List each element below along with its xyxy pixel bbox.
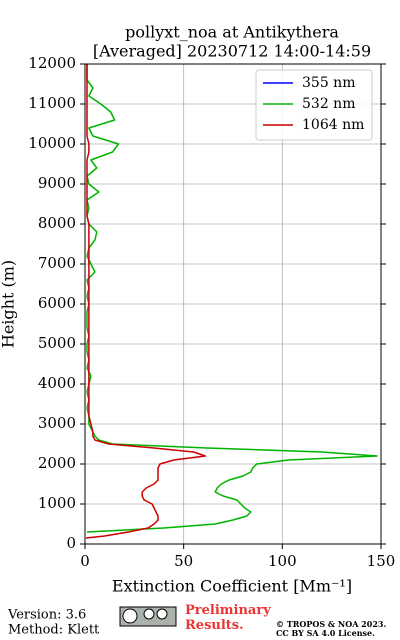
copyright-text: © TROPOS & NOA 2023. bbox=[276, 619, 386, 629]
cc-icon bbox=[119, 606, 177, 627]
y-tick-label: 6000 bbox=[38, 294, 76, 312]
y-tick-label: 10000 bbox=[28, 134, 76, 152]
y-tick-label: 8000 bbox=[38, 214, 76, 232]
y-tick-label: 4000 bbox=[38, 374, 76, 392]
y-tick-label: 12000 bbox=[28, 54, 76, 72]
y-tick-label: 3000 bbox=[38, 414, 76, 432]
method-text: Method: Klett bbox=[8, 623, 100, 638]
chart-title: pollyxt_noa at Antikythera bbox=[125, 23, 339, 42]
series-line bbox=[86, 64, 378, 533]
version-text: Version: 3.6 bbox=[7, 608, 86, 623]
y-tick-label: 11000 bbox=[28, 94, 76, 112]
x-tick-label: 150 bbox=[367, 552, 396, 570]
y-tick-label: 9000 bbox=[38, 174, 76, 192]
legend-label: 532 nm bbox=[302, 96, 355, 112]
y-tick-label: 0 bbox=[66, 534, 76, 552]
y-tick-label: 1000 bbox=[38, 494, 76, 512]
x-tick-label: 0 bbox=[80, 552, 90, 570]
plot-frame bbox=[84, 63, 382, 545]
x-tick-label: 100 bbox=[268, 552, 297, 570]
legend: 355 nm 532 nm 1064 nm bbox=[255, 69, 373, 141]
y-axis-label: Height (m) bbox=[0, 260, 18, 348]
y-tick-label: 2000 bbox=[38, 454, 76, 472]
preliminary-notice: Preliminary Results. bbox=[185, 603, 271, 633]
license-text: CC BY SA 4.0 License. bbox=[276, 628, 375, 638]
x-axis-label: Extinction Coefficient [Mm⁻¹] bbox=[112, 577, 352, 596]
legend-label: 355 nm bbox=[302, 75, 355, 91]
series-line bbox=[85, 64, 207, 539]
legend-label: 1064 nm bbox=[302, 117, 364, 133]
y-tick-label: 7000 bbox=[38, 254, 76, 272]
y-tick-label: 5000 bbox=[38, 334, 76, 352]
x-tick-label: 50 bbox=[174, 552, 193, 570]
legend-box bbox=[255, 69, 373, 141]
chart-subtitle: [Averaged] 20230712 14:00-14:59 bbox=[93, 42, 371, 61]
